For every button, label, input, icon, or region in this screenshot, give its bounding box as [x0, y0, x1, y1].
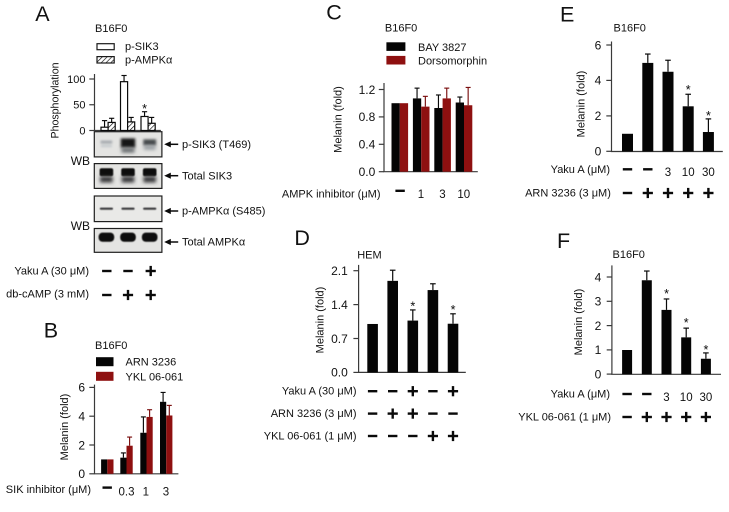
svg-text:*: *: [684, 316, 689, 330]
svg-text:50: 50: [73, 100, 85, 112]
svg-text:D: D: [294, 226, 310, 250]
svg-text:*: *: [142, 102, 147, 116]
svg-text:Melanin (fold): Melanin (fold): [333, 86, 345, 153]
svg-text:WB: WB: [71, 154, 90, 168]
svg-text:p-SIK3: p-SIK3: [125, 41, 159, 53]
svg-text:4: 4: [78, 409, 85, 423]
svg-text:30: 30: [702, 167, 715, 179]
svg-text:0.0: 0.0: [359, 165, 376, 179]
svg-text:B16F0: B16F0: [613, 249, 645, 261]
svg-text:Yaku A (30 μM): Yaku A (30 μM): [282, 386, 357, 398]
svg-text:WB: WB: [71, 219, 90, 233]
svg-text:db-cAMP (3 mM): db-cAMP (3 mM): [6, 289, 89, 301]
svg-text:Yaku A (μM): Yaku A (μM): [551, 389, 610, 401]
svg-text:ARN 3236 (3 μM): ARN 3236 (3 μM): [271, 408, 357, 420]
svg-text:0: 0: [595, 367, 602, 381]
svg-text:E: E: [560, 2, 574, 26]
svg-text:1: 1: [418, 189, 424, 201]
svg-text:SIK inhibitor (μM): SIK inhibitor (μM): [6, 484, 91, 496]
svg-text:B16F0: B16F0: [95, 340, 127, 352]
svg-text:1: 1: [595, 343, 602, 357]
svg-text:ARN 3236: ARN 3236: [126, 357, 177, 369]
svg-text:B16F0: B16F0: [95, 23, 127, 35]
svg-text:B: B: [44, 319, 58, 343]
svg-text:0: 0: [78, 467, 85, 481]
svg-text:0: 0: [79, 125, 85, 137]
svg-text:p-SIK3 (T469): p-SIK3 (T469): [182, 139, 251, 151]
svg-text:*: *: [686, 83, 691, 97]
svg-text:30: 30: [700, 392, 713, 404]
svg-text:B16F0: B16F0: [385, 22, 417, 34]
svg-text:10: 10: [680, 392, 693, 404]
svg-text:Phosphorylation: Phosphorylation: [49, 62, 61, 138]
svg-text:3: 3: [595, 295, 602, 309]
svg-text:3: 3: [663, 392, 669, 404]
svg-text:2: 2: [595, 319, 602, 333]
svg-text:100: 100: [67, 74, 85, 86]
svg-text:0.4: 0.4: [359, 138, 376, 152]
svg-text:BAY 3827: BAY 3827: [418, 42, 467, 54]
svg-text:*: *: [410, 299, 415, 313]
svg-text:Total SIK3: Total SIK3: [182, 170, 232, 182]
svg-text:1: 1: [143, 487, 149, 499]
svg-text:0: 0: [595, 145, 602, 159]
svg-text:F: F: [557, 229, 570, 253]
svg-text:4: 4: [595, 270, 602, 284]
svg-text:2: 2: [78, 438, 85, 452]
svg-text:3: 3: [439, 189, 445, 201]
svg-text:Total AMPKα: Total AMPKα: [182, 237, 246, 249]
svg-text:AMPK inhibitor (μM): AMPK inhibitor (μM): [282, 189, 381, 201]
svg-text:10: 10: [682, 167, 695, 179]
svg-text:ARN 3236 (3 μM): ARN 3236 (3 μM): [525, 187, 611, 199]
svg-text:3: 3: [665, 167, 671, 179]
svg-text:B16F0: B16F0: [614, 23, 646, 35]
svg-text:1.4: 1.4: [331, 298, 348, 312]
svg-text:*: *: [664, 287, 669, 301]
svg-text:p-AMPKα (S485): p-AMPKα (S485): [182, 206, 265, 218]
svg-text:10: 10: [457, 189, 470, 201]
svg-text:*: *: [706, 109, 711, 123]
svg-text:4: 4: [595, 74, 602, 88]
svg-text:0.7: 0.7: [331, 332, 348, 346]
svg-text:Dorsomorphin: Dorsomorphin: [418, 56, 487, 68]
svg-text:Melanin (fold): Melanin (fold): [573, 289, 585, 356]
svg-text:0.0: 0.0: [331, 366, 348, 380]
svg-text:3: 3: [163, 487, 169, 499]
svg-text:YKL 06-061 (1 μM): YKL 06-061 (1 μM): [264, 430, 357, 442]
svg-text:Melanin (fold): Melanin (fold): [314, 287, 326, 354]
svg-text:Melanin (fold): Melanin (fold): [59, 394, 71, 461]
svg-text:2.1: 2.1: [331, 264, 348, 278]
svg-text:2: 2: [595, 109, 602, 123]
svg-text:Melanin (fold): Melanin (fold): [576, 71, 588, 138]
svg-text:HEM: HEM: [357, 250, 381, 262]
svg-text:1.2: 1.2: [359, 83, 376, 97]
svg-text:Yaku A (μM): Yaku A (μM): [551, 164, 610, 176]
svg-text:A: A: [35, 2, 50, 26]
svg-text:*: *: [451, 303, 456, 317]
svg-text:0.8: 0.8: [359, 110, 376, 124]
svg-text:Yaku A (30 μM): Yaku A (30 μM): [14, 265, 89, 277]
svg-text:p-AMPKα: p-AMPKα: [125, 54, 173, 66]
svg-text:YKL 06-061: YKL 06-061: [126, 371, 184, 383]
svg-text:*: *: [703, 343, 708, 357]
svg-text:YKL 06-061 (1 μM): YKL 06-061 (1 μM): [518, 411, 611, 423]
svg-text:6: 6: [78, 381, 85, 395]
svg-text:C: C: [326, 0, 342, 24]
svg-text:6: 6: [595, 38, 602, 52]
svg-text:0.3: 0.3: [119, 487, 135, 499]
